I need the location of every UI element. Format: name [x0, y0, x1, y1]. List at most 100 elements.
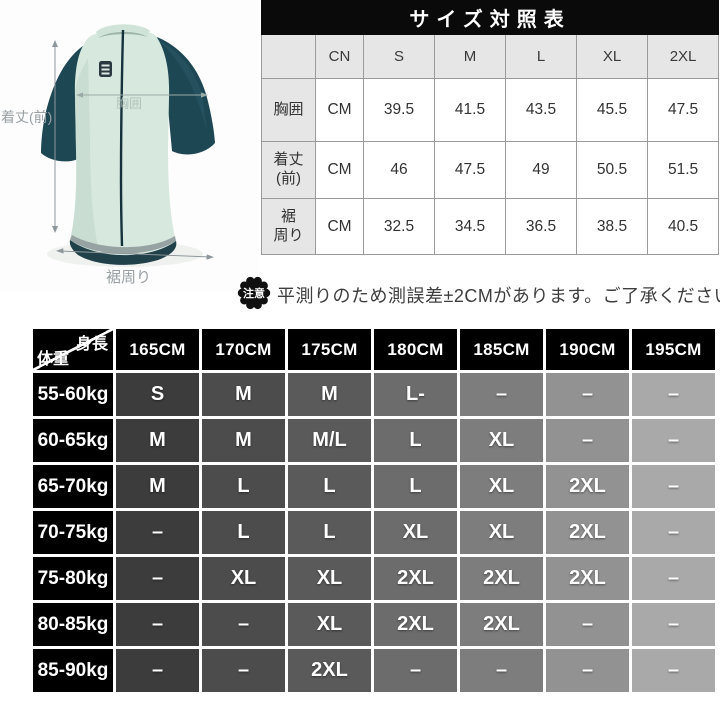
caution-badge-label: 注意 [243, 286, 265, 300]
fit-cell: – [116, 603, 199, 646]
fit-cell: M [116, 419, 199, 462]
weight-row-label: 70-75kg [33, 511, 113, 554]
size-value: 47.5 [434, 141, 506, 199]
fit-cell: 2XL [460, 603, 543, 646]
fit-table-header-row: 身長 体重 165CM 170CM 175CM 180CM 185CM 190C… [33, 329, 715, 370]
fit-cell: 2XL [460, 557, 543, 600]
fit-cell: – [460, 373, 543, 416]
weight-row-label: 55-60kg [33, 373, 113, 416]
logo-mark [101, 72, 110, 75]
arrow-right-icon [206, 254, 214, 260]
fit-cell: S [116, 373, 199, 416]
arrow-left-icon [76, 92, 83, 98]
fit-cell: XL [288, 603, 371, 646]
collar-shadow [99, 31, 147, 38]
length-label: 着丈(前) [1, 109, 52, 125]
fit-cell: – [202, 603, 285, 646]
weight-row-label: 60-65kg [33, 419, 113, 462]
arrow-left-icon [56, 248, 64, 254]
jersey-measurement-figure: 着丈(前) 胸囲 裾周り [0, 0, 258, 292]
size-value: 32.5 [363, 198, 435, 255]
fit-row: 85-90kg – – 2XL – – – – [33, 649, 715, 692]
size-value: 49 [505, 141, 577, 199]
fit-cell: M [202, 373, 285, 416]
height-col-header: 175CM [288, 329, 371, 370]
size-unit-header: CN [315, 34, 364, 79]
fit-cell: – [632, 419, 715, 462]
fit-cell: L [374, 465, 457, 508]
fit-cell: M [288, 373, 371, 416]
body-shadow [70, 58, 99, 252]
fit-cell: XL [460, 511, 543, 554]
measurement-notice: 注意 平測りのため測誤差±2CMがあります。ご了承ください。 [236, 274, 720, 314]
jersey-left-sleeve [41, 44, 86, 162]
size-col-header-l: L [505, 34, 577, 79]
size-col-header-s: S [363, 34, 435, 79]
fit-cell: L [288, 511, 371, 554]
fit-cell: 2XL [374, 557, 457, 600]
fit-cell: – [632, 557, 715, 600]
jersey-collar [96, 24, 150, 38]
fit-table: 身長 体重 165CM 170CM 175CM 180CM 185CM 190C… [30, 326, 718, 695]
size-value: 51.5 [646, 141, 720, 199]
fit-cell: 2XL [374, 603, 457, 646]
size-value: 43.5 [505, 78, 577, 142]
hem-inner [70, 235, 176, 254]
unit-cell: CM [315, 78, 364, 142]
fit-cell: – [546, 649, 629, 692]
size-value: 39.5 [363, 78, 435, 142]
logo-mark [101, 68, 110, 71]
height-col-header: 185CM [460, 329, 543, 370]
fit-cell: – [116, 557, 199, 600]
row-label: 着丈 (前) [261, 141, 316, 199]
size-row-length: 着丈 (前) CM 46 47.5 49 50.5 51.5 [261, 141, 720, 199]
fit-cell: – [546, 603, 629, 646]
fit-row: 70-75kg – L L XL XL 2XL – [33, 511, 715, 554]
sleeve-highlight [158, 40, 207, 132]
size-row-hem: 裾 周り CM 32.5 34.5 36.5 38.5 40.5 [261, 198, 720, 255]
size-table: サイズ対照表 CN S M L XL 2XL 胸囲 CM 39.5 41.5 4… [260, 0, 720, 255]
height-col-header: 165CM [116, 329, 199, 370]
fit-cell: XL [460, 419, 543, 462]
size-col-header-2xl: 2XL [646, 34, 720, 79]
fit-cell: – [546, 419, 629, 462]
size-value: 50.5 [576, 141, 648, 199]
fit-cell: M [116, 465, 199, 508]
fit-cell: – [546, 373, 629, 416]
fit-cell: – [460, 649, 543, 692]
size-value: 46 [363, 141, 435, 199]
height-col-header: 170CM [202, 329, 285, 370]
fit-cell: – [632, 511, 715, 554]
logo-mark [101, 64, 110, 67]
fit-cell: M [202, 419, 285, 462]
weight-row-label: 65-70kg [33, 465, 113, 508]
height-axis-label: 身長 [75, 336, 108, 353]
fit-cell: 2XL [546, 511, 629, 554]
fit-cell: XL [460, 465, 543, 508]
fit-row: 55-60kg S M M L- – – – [33, 373, 715, 416]
fit-row: 60-65kg M M M/L L XL – – [33, 419, 715, 462]
fit-cell: – [116, 511, 199, 554]
weight-row-label: 80-85kg [33, 603, 113, 646]
jersey-illustration: 着丈(前) 胸囲 裾周り [0, 0, 258, 292]
fit-cell: 2XL [546, 465, 629, 508]
height-col-header: 195CM [632, 329, 715, 370]
fit-cell: – [632, 373, 715, 416]
size-value: 34.5 [434, 198, 506, 255]
weight-row-label: 75-80kg [33, 557, 113, 600]
jersey-hem-band [69, 240, 177, 265]
size-value: 40.5 [646, 198, 720, 255]
caution-seal-icon: 注意 [237, 276, 271, 310]
fit-cell: L [374, 419, 457, 462]
fit-row: 65-70kg M L L L XL 2XL – [33, 465, 715, 508]
hem-measure-line [58, 250, 212, 258]
size-table-header-row: CN S M L XL 2XL [261, 34, 720, 79]
size-value: 41.5 [434, 78, 506, 142]
fit-cell: XL [374, 511, 457, 554]
size-value: 47.5 [646, 78, 720, 142]
size-value: 38.5 [576, 198, 648, 255]
arrow-up-icon [52, 40, 58, 47]
fit-cell: – [632, 603, 715, 646]
fit-table-corner-cell: 身長 体重 [33, 329, 113, 370]
